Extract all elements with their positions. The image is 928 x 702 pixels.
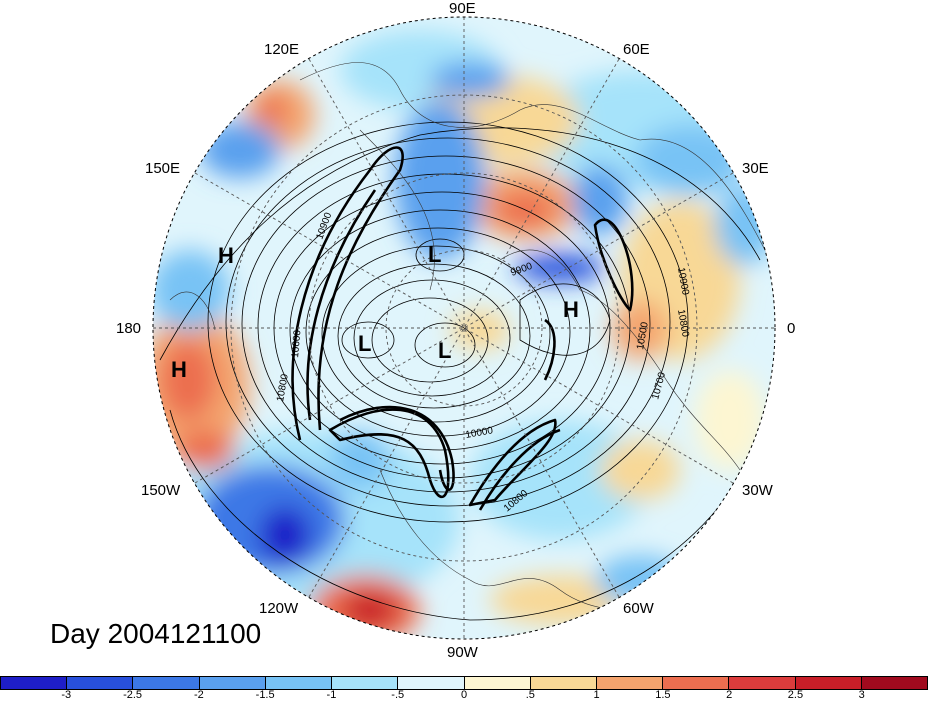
colorbar-tick-label: 1 [593,689,600,701]
colorbar-swatch [595,676,664,690]
longitude-label-90w: 90W [447,644,478,661]
colorbar-swatch [264,676,333,690]
longitude-label-180: 180 [116,320,142,337]
colorbar-tick-label: -2.5 [123,689,143,701]
longitude-label-120e: 120E [264,41,300,58]
colorbar-tick-label: 3 [858,689,865,701]
colorbar-swatch [794,676,862,690]
colorbar-swatch [397,676,465,690]
contour-label: 10000 [465,425,495,441]
colorbar-swatch [662,676,730,690]
low-center-label: L [428,242,441,267]
polar-stereographic-map: H H H L L L 10900 10600 10800 9900 10900… [152,16,776,640]
colorbar-swatch [132,676,200,690]
colorbar-swatch [860,676,928,690]
contour-label: 10900 [675,267,691,297]
high-center-label: H [171,357,187,382]
longitude-label-60e: 60E [623,41,650,58]
colorbar-swatch [529,676,597,690]
colorbar-tick-label: -.5 [391,689,405,701]
contour-label: 10800 [275,373,291,403]
colorbar-tick-label: -3 [61,689,72,701]
longitude-label-0: 0 [787,320,796,337]
jet-contours [291,146,634,511]
colorbar-swatch [463,676,531,690]
contour-label: 10800 [675,309,691,339]
low-center-label: L [358,331,371,356]
colorbar-swatch [331,676,399,690]
colorbar-swatch [0,676,68,690]
longitude-label-30e: 30E [742,160,769,177]
contour-label: 10600 [290,329,303,358]
high-center-label: H [563,297,579,322]
colorbar-swatch [66,676,134,690]
graticule [153,17,775,639]
colorbar-tick-label: -1.5 [255,689,275,701]
pressure-centers: H H H L L L [171,242,579,382]
colorbar-tick-label: .5 [525,689,535,701]
longitude-label-60w: 60W [623,600,654,617]
colorbar-tick-label: 2.5 [787,689,804,701]
high-center-label: H [218,243,234,268]
longitude-label-30w: 30W [742,482,773,499]
colorbar-tick-label: 0 [460,689,468,701]
colorbar-tick-label: -2 [193,689,204,701]
map-title: Day 2004121100 [50,618,262,649]
longitude-label-120w: 120W [259,600,299,617]
colorbar-swatch [198,676,266,690]
low-center-label: L [438,338,451,363]
colorbar-tick-label: -1 [326,689,337,701]
colorbar-swatch [728,676,796,690]
longitude-label-150w: 150W [141,482,181,499]
longitude-label-150e: 150E [145,160,181,177]
map-boundary [152,16,776,640]
colorbar-tick-label: 1.5 [655,689,671,701]
colorbar-tick-label: 2 [726,689,733,701]
longitude-label-90e: 90E [449,0,476,17]
contour-label: 10500 [635,321,651,351]
colorbar [0,676,928,690]
